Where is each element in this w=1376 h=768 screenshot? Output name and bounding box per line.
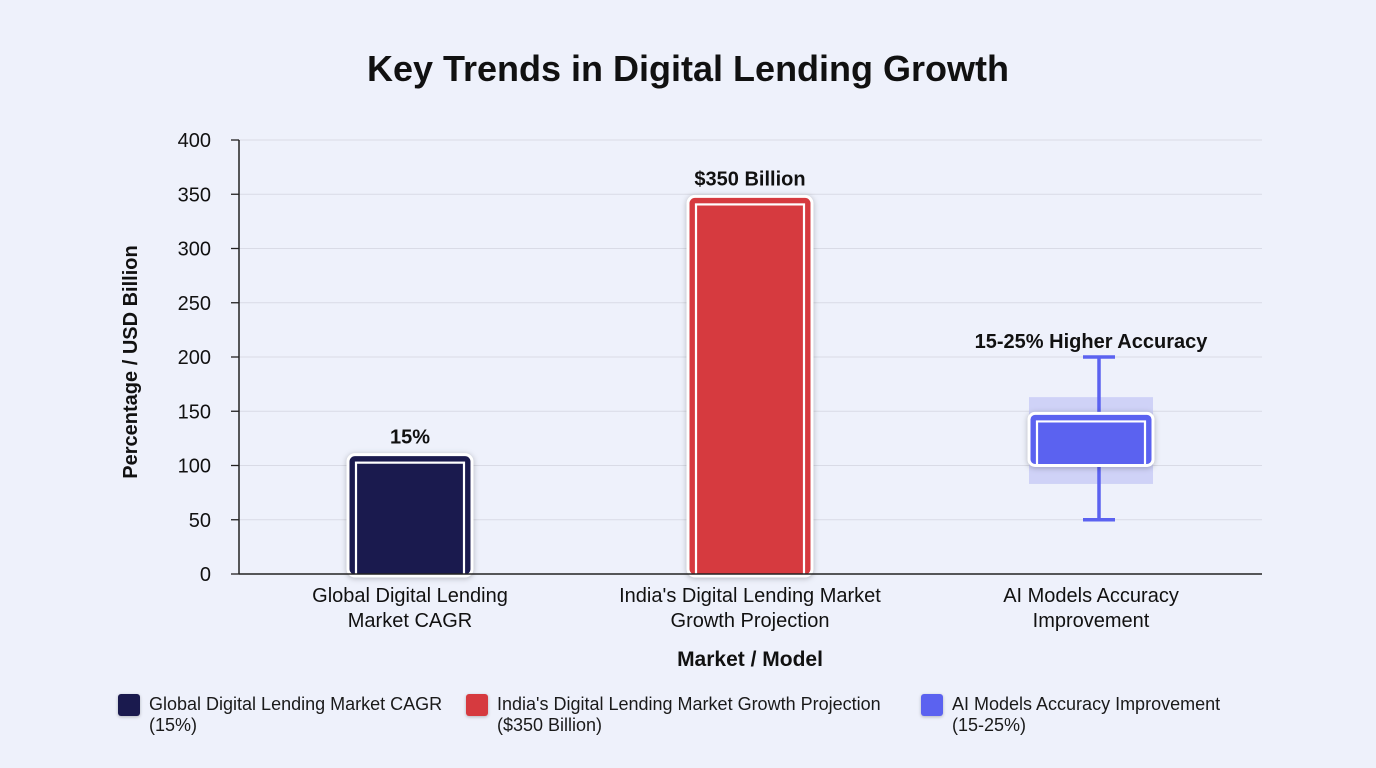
y-axis-label: Percentage / USD Billion [120, 245, 142, 478]
y-tick-label: 150 [178, 401, 211, 423]
legend-item-india-projection: India's Digital Lending Market Growth Pr… [466, 694, 881, 736]
x-tick-label: Global Digital Lending [312, 585, 508, 607]
bar-0 [346, 453, 474, 578]
bar-inner-outline-0 [354, 461, 466, 578]
legend-label-ai-accuracy: AI Models Accuracy Improvement (15-25%) [952, 694, 1221, 735]
x-tick-label: Market CAGR [348, 610, 472, 632]
data-label-range: 15-25% Higher Accuracy [975, 331, 1209, 353]
x-axis-label: Market / Model [677, 648, 823, 671]
y-tick-label: 50 [189, 510, 211, 532]
legend: Global Digital Lending Market CAGR (15%)… [118, 694, 1358, 754]
y-tick-label: 250 [178, 293, 211, 315]
bar-inner-outline-1 [694, 203, 806, 578]
x-tick-label: Improvement [1033, 610, 1150, 632]
range-bar [1027, 411, 1155, 468]
legend-swatch-india-projection [466, 694, 488, 716]
axes [238, 140, 1262, 575]
y-tick-label: 0 [200, 564, 211, 586]
legend-item-global-cagr: Global Digital Lending Market CAGR (15%) [118, 694, 442, 736]
data-label-0: 15% [390, 427, 430, 449]
legend-label-india-projection: India's Digital Lending Market Growth Pr… [497, 694, 881, 735]
y-tick-labels: 0 50 100 150 200 250 300 350 400 [178, 130, 239, 586]
range-bar-inner-outline [1035, 420, 1147, 466]
x-tick-label: Growth Projection [671, 610, 830, 632]
bar-1 [686, 194, 814, 578]
bars [346, 194, 1155, 578]
x-tick-labels: Global Digital Lending Market CAGR India's… [312, 585, 1179, 632]
x-tick-label: India's Digital Lending Market [619, 585, 881, 607]
data-labels: 15% $350 Billion 15-25% Higher Accuracy [390, 168, 1208, 448]
y-tick-label: 100 [178, 456, 211, 478]
x-tick-label: AI Models Accuracy [1003, 585, 1179, 607]
legend-label-global-cagr: Global Digital Lending Market CAGR (15%) [149, 694, 443, 735]
legend-swatch-ai-accuracy [921, 694, 943, 716]
y-tick-label: 300 [178, 239, 211, 261]
y-tick-label: 350 [178, 184, 211, 206]
y-tick-label: 200 [178, 347, 211, 369]
chart-title: Key Trends in Digital Lending Growth [367, 48, 1009, 89]
bar-chart: Key Trends in Digital Lending Growth Per… [120, 48, 1262, 671]
legend-swatch-global-cagr [118, 694, 140, 716]
legend-item-ai-accuracy: AI Models Accuracy Improvement (15-25%) [921, 694, 1220, 736]
y-tick-label: 400 [178, 130, 211, 152]
data-label-1: $350 Billion [694, 168, 805, 190]
